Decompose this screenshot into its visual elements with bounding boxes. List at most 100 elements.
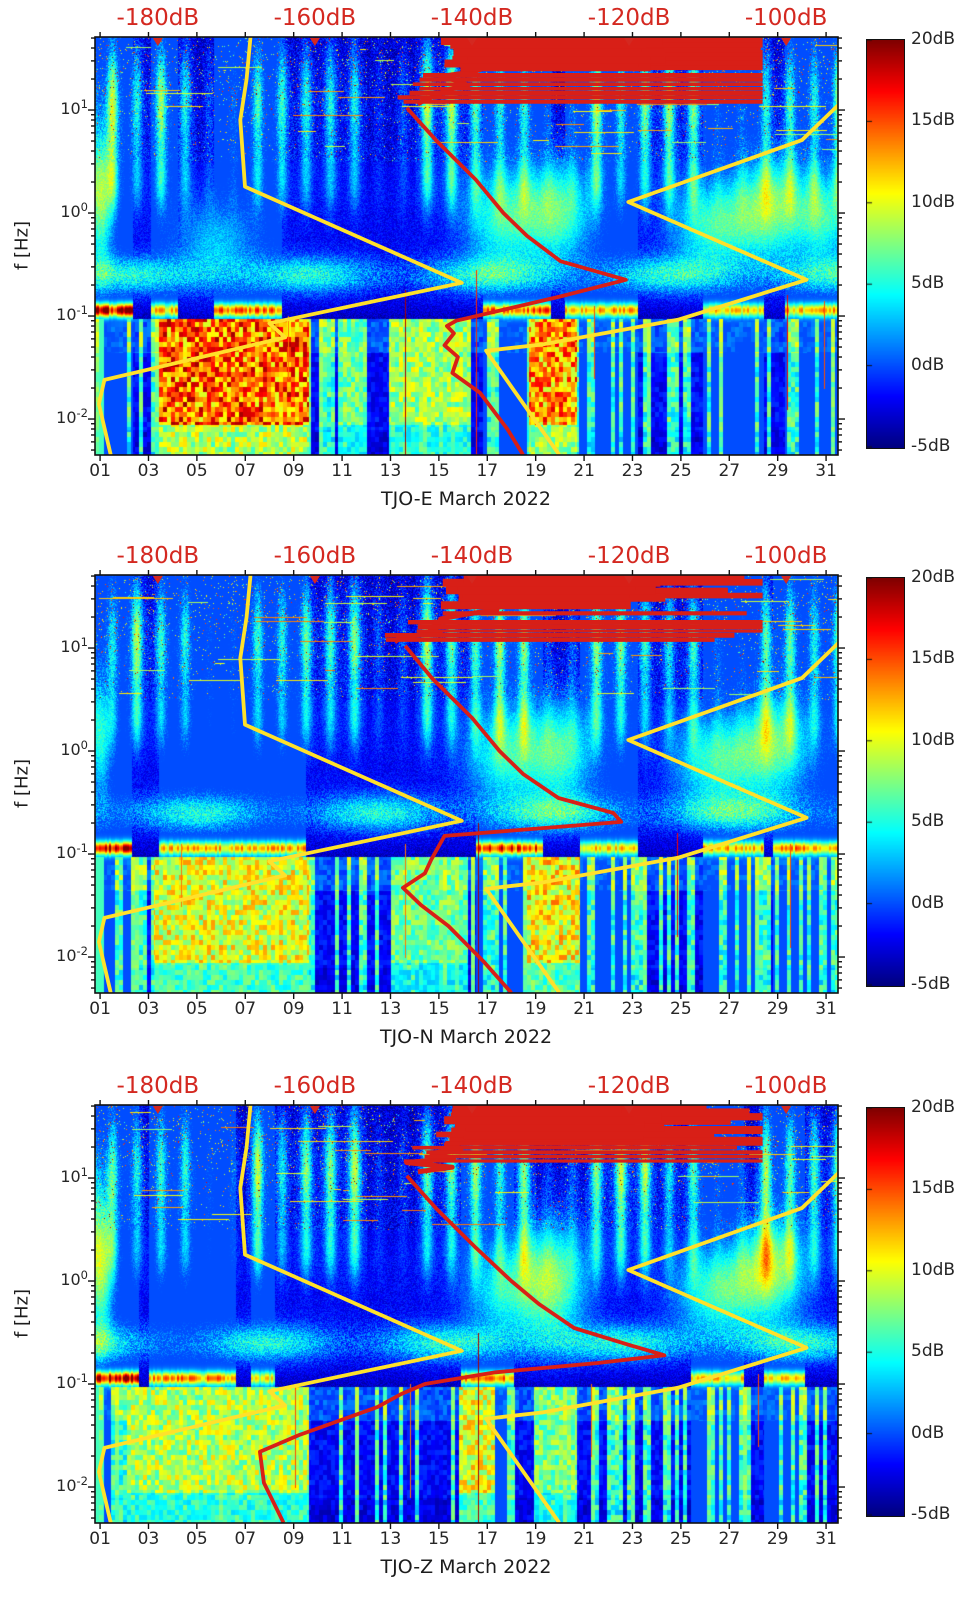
top-axis-label: -180dB: [116, 5, 200, 31]
colorbar-tick-label: 5dB: [911, 273, 945, 294]
colorbar-tick-label: 10dB: [911, 191, 956, 212]
x-tick-label: 15: [428, 461, 450, 481]
y-tick-label: 100: [30, 738, 88, 760]
y-tick-base: 10: [56, 408, 77, 428]
x-tick-label: 07: [234, 999, 257, 1019]
x-tick-label: 23: [621, 999, 644, 1019]
y-tick-base: 10: [60, 1167, 81, 1187]
spectrogram-heatmap: [95, 37, 838, 455]
y-tick-label: 101: [30, 97, 88, 119]
x-tick-label: 03: [137, 1529, 160, 1549]
panel-title: TJO-Z March 2022: [380, 1556, 552, 1578]
y-tick-label: 10-2: [30, 406, 88, 428]
top-axis-label: -120dB: [587, 1073, 671, 1099]
colorbar-tick-label: 20dB: [911, 29, 956, 49]
colorbar: [866, 577, 905, 987]
top-axis-label: -120dB: [587, 5, 671, 31]
top-axis-label: -140dB: [430, 5, 514, 31]
x-tick-label: 27: [718, 999, 741, 1019]
y-tick-base: 10: [56, 1373, 77, 1393]
colorbar-tick-label: 15dB: [911, 1178, 956, 1199]
x-tick-label: 07: [234, 461, 257, 481]
x-tick-label: 23: [621, 1529, 644, 1549]
y-tick-exponent: 0: [80, 200, 88, 215]
x-tick-label: 19: [524, 1529, 547, 1549]
x-tick-label: 25: [670, 1529, 692, 1549]
x-tick-label: 05: [186, 1529, 208, 1549]
colorbar-tick-label: 20dB: [911, 1097, 956, 1117]
x-tick-label: 31: [815, 461, 837, 481]
top-axis-label: -100dB: [744, 5, 828, 31]
panel-tjo-e: f [Hz] TJO-E March 2022 -180dB -160dB -140…: [0, 0, 962, 533]
x-tick-label: 01: [89, 999, 111, 1019]
x-tick-label: 11: [331, 999, 353, 1019]
x-tick-label: 23: [621, 461, 644, 481]
y-tick-base: 10: [60, 99, 81, 119]
y-tick-label: 10-2: [30, 1474, 88, 1495]
top-axis-label: -180dB: [116, 1073, 200, 1099]
x-tick-label: 29: [766, 461, 789, 481]
y-tick-base: 10: [60, 202, 81, 222]
panel-tjo-n: f [Hz] TJO-N March 2022 -180dB -160dB -140…: [0, 538, 962, 1071]
top-axis-label: -140dB: [430, 1073, 514, 1099]
x-tick-label: 27: [718, 461, 741, 481]
x-tick-label: 21: [573, 461, 595, 481]
colorbar-tick-label: 5dB: [911, 1341, 945, 1362]
x-tick-label: 11: [331, 461, 353, 481]
top-axis-label: -100dB: [744, 1073, 828, 1099]
y-tick-exponent: 1: [80, 1165, 88, 1180]
y-tick-exponent: -2: [76, 944, 88, 959]
spectrogram-heatmap: [95, 575, 838, 993]
y-tick-label: 100: [30, 1268, 88, 1290]
colorbar-tick-label: -5dB: [911, 436, 951, 456]
colorbar-tick-label: 5dB: [911, 811, 945, 832]
colorbar-tick-label: 15dB: [911, 110, 956, 131]
colorbar: [866, 39, 905, 449]
y-tick-exponent: 1: [80, 97, 88, 112]
colorbar-tick-label: 20dB: [911, 567, 956, 587]
top-axis-label: -100dB: [744, 543, 828, 569]
x-tick-label: 17: [476, 999, 499, 1019]
x-tick-label: 21: [573, 999, 595, 1019]
x-tick-label: 09: [282, 999, 305, 1019]
top-axis-label: -160dB: [273, 543, 357, 569]
colorbar-tick-label: -5dB: [911, 974, 951, 994]
colorbar-tick-label: 0dB: [911, 354, 945, 375]
x-tick-label: 13: [379, 1529, 402, 1549]
x-tick-label: 19: [524, 461, 547, 481]
x-tick-label: 17: [476, 461, 499, 481]
panel-title: TJO-E March 2022: [381, 488, 551, 510]
y-tick-label: 10-2: [30, 944, 88, 965]
colorbar-tick-label: 15dB: [911, 648, 956, 669]
x-tick-label: 19: [524, 999, 547, 1019]
colorbar-tick-label: -5dB: [911, 1504, 951, 1524]
x-tick-label: 29: [766, 999, 789, 1019]
x-tick-label: 17: [476, 1529, 499, 1549]
x-tick-label: 09: [282, 1529, 305, 1549]
y-tick-exponent: 0: [80, 738, 88, 753]
x-tick-label: 13: [379, 461, 402, 481]
y-tick-exponent: -2: [76, 1474, 88, 1489]
y-tick-label: 10-1: [30, 841, 88, 862]
y-tick-base: 10: [60, 740, 81, 760]
y-tick-label: 100: [30, 200, 88, 222]
x-tick-label: 21: [573, 1529, 595, 1549]
colorbar-tick-label: 0dB: [911, 1422, 945, 1443]
x-tick-label: 25: [670, 461, 692, 481]
x-tick-label: 31: [815, 999, 837, 1019]
x-tick-label: 15: [428, 999, 450, 1019]
y-tick-base: 10: [60, 1270, 81, 1290]
x-tick-label: 09: [282, 461, 305, 481]
x-tick-label: 01: [89, 1529, 111, 1549]
x-tick-label: 11: [331, 1529, 353, 1549]
y-tick-exponent: 0: [80, 1268, 88, 1283]
y-tick-label: 10-1: [30, 1371, 88, 1393]
x-tick-label: 03: [137, 999, 160, 1019]
top-axis-label: -160dB: [273, 5, 357, 31]
top-axis-label: -180dB: [116, 543, 200, 569]
spectrogram-heatmap: [95, 1105, 838, 1523]
y-tick-exponent: -1: [76, 841, 88, 856]
top-axis-label: -140dB: [430, 543, 514, 569]
top-axis-label: -160dB: [273, 1073, 357, 1099]
